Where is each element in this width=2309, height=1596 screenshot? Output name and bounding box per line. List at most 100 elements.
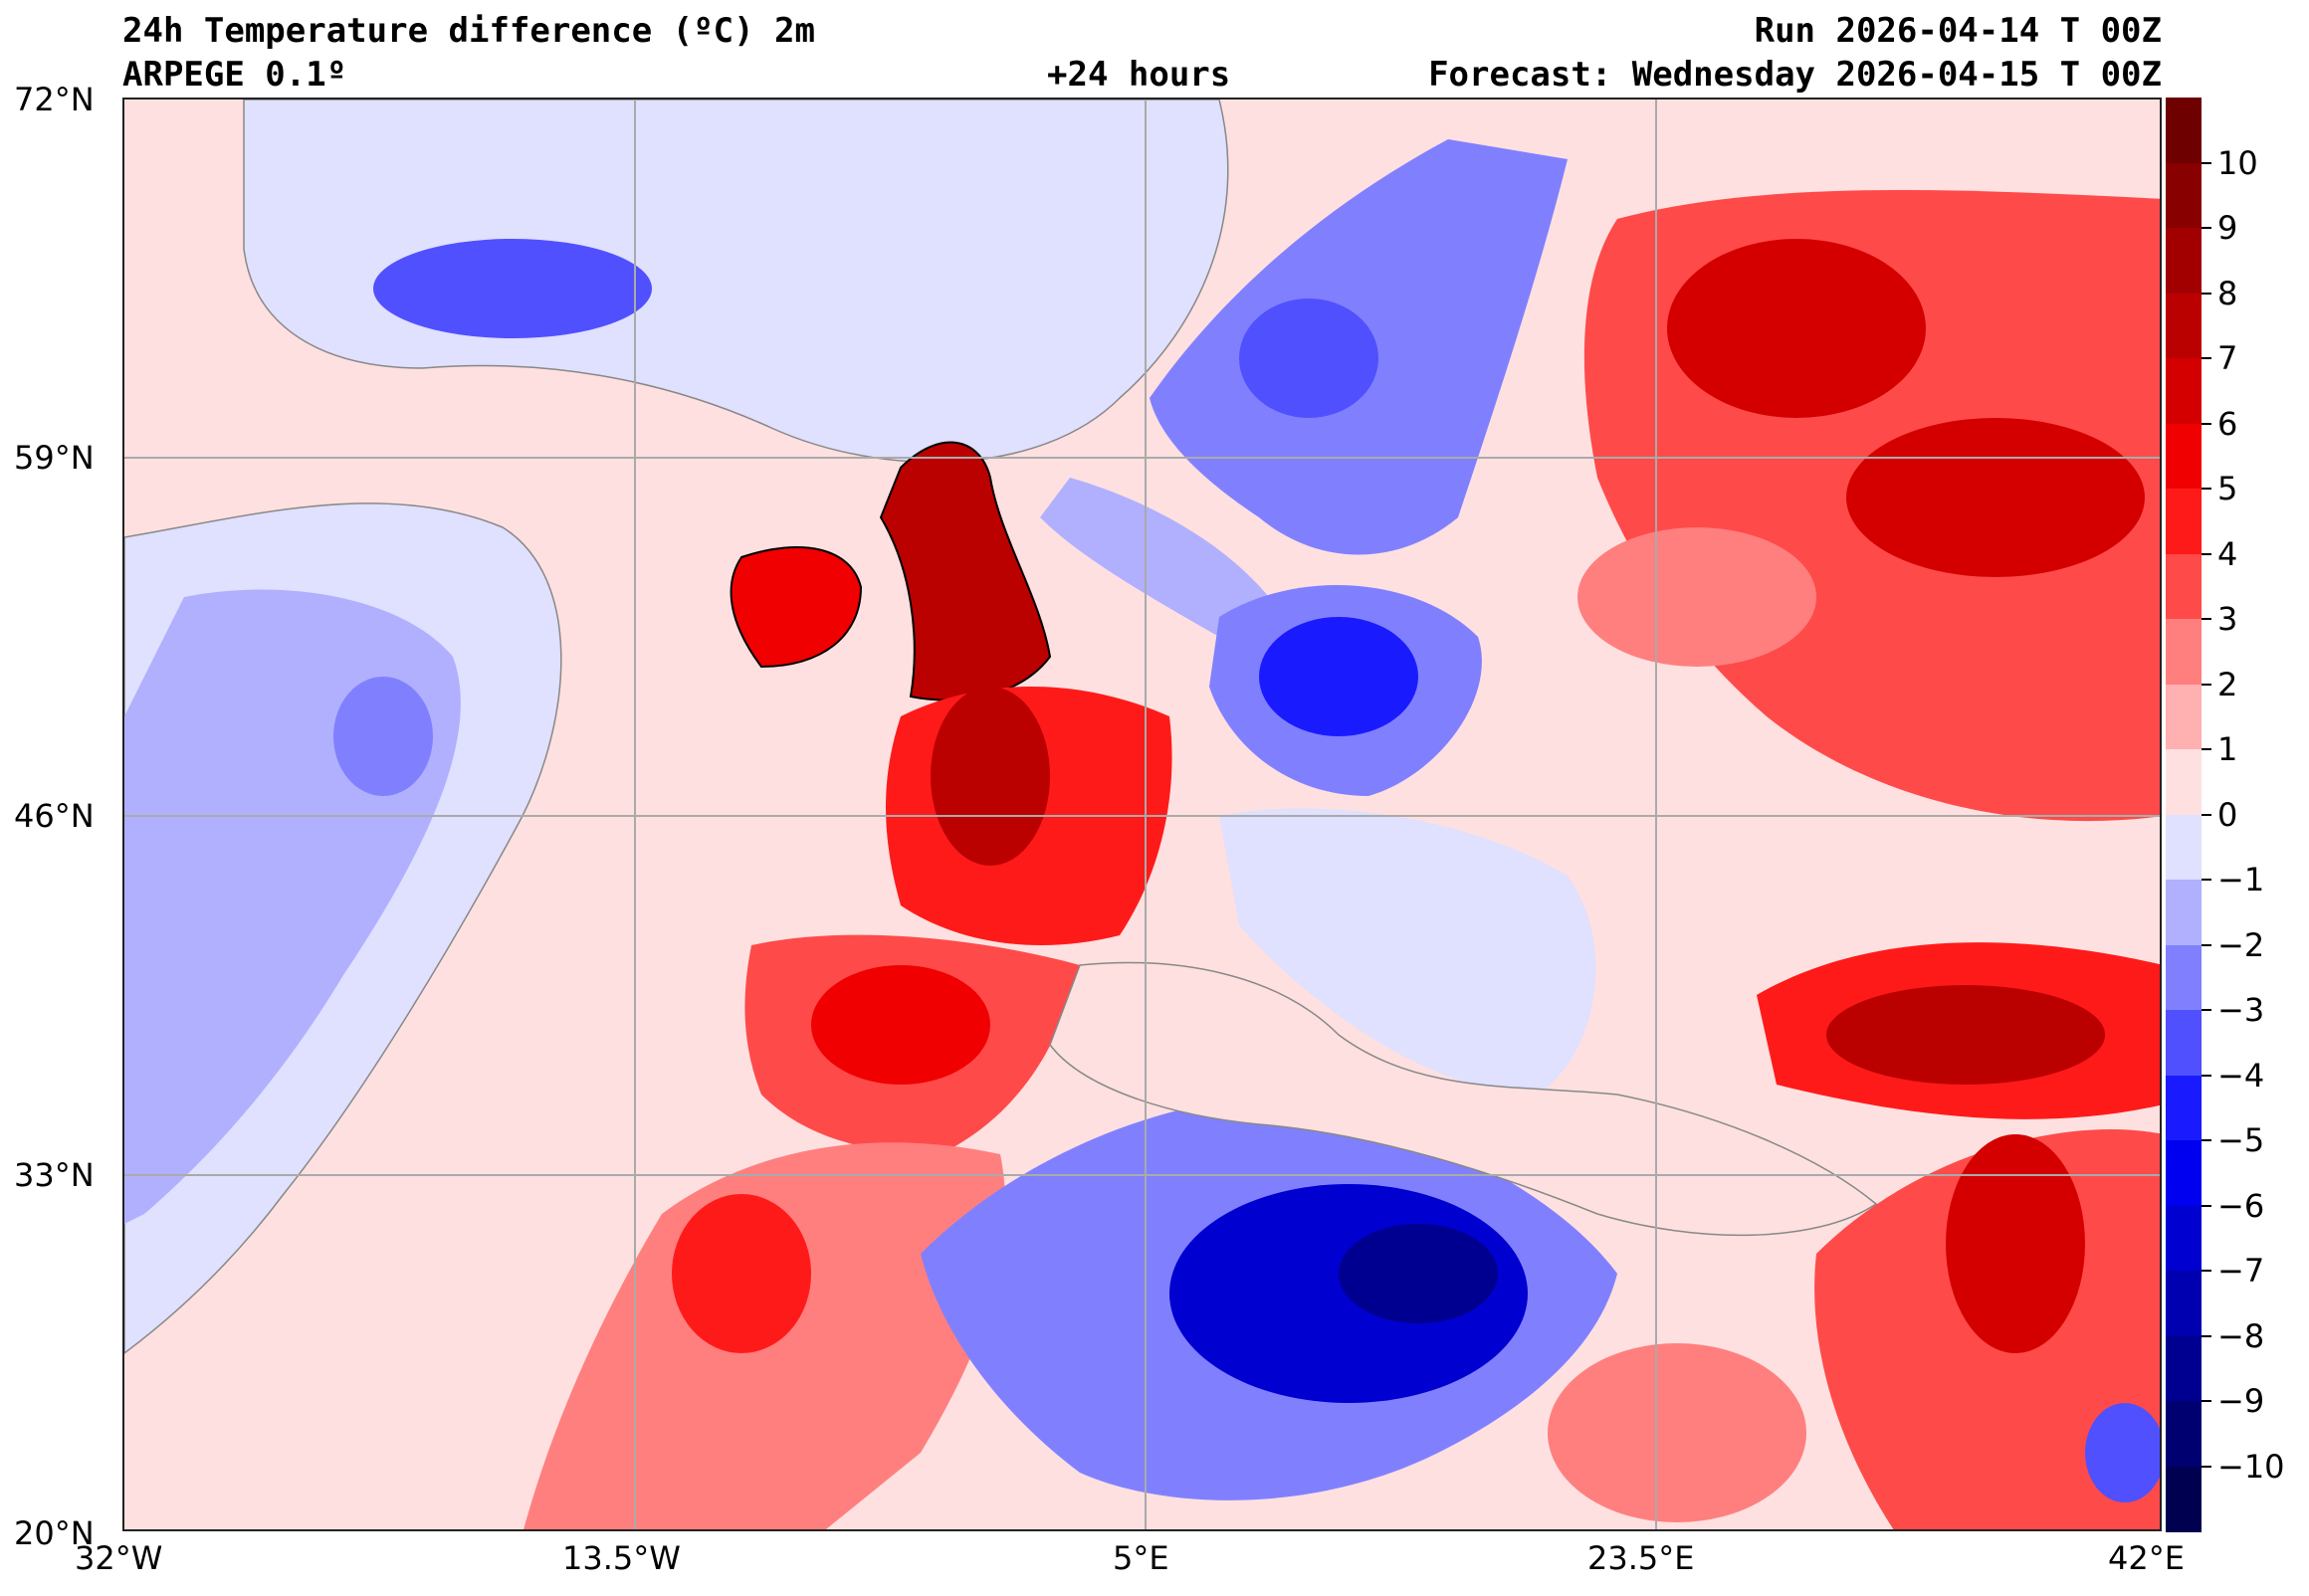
colorbar-label: 3 [2217, 600, 2238, 638]
colorbar-label: 9 [2217, 209, 2238, 247]
colorbar [2166, 98, 2202, 1532]
uk-warm-area [879, 441, 1052, 701]
lat-label: 33°N [14, 1156, 95, 1194]
lon-label: 42°E [2108, 1539, 2185, 1577]
temperature-map [122, 98, 2162, 1531]
colorbar-tick [2202, 1074, 2211, 1077]
colorbar-band [2166, 1335, 2202, 1402]
map-canvas [124, 100, 2160, 1529]
colorbar-band [2166, 1466, 2202, 1532]
colorbar-band [2166, 619, 2202, 685]
iberia-warm-core [811, 965, 990, 1085]
colorbar-band [2166, 423, 2202, 490]
forecast-label: Forecast: Wednesday 2026-04-15 T 00Z [1428, 55, 2162, 95]
lead-time-label: +24 hours [1047, 55, 1231, 95]
colorbar-tick [2202, 552, 2211, 555]
colorbar-band [2166, 98, 2202, 163]
colorbar-label: 6 [2217, 404, 2238, 443]
colorbar-band [2166, 814, 2202, 881]
libya-egypt-warm-area [1548, 1343, 1806, 1522]
colorbar-band [2166, 1401, 2202, 1467]
norwegian-sea-cool-area [243, 100, 1229, 464]
colorbar-label: 0 [2217, 795, 2238, 834]
colorbar-label: 7 [2217, 339, 2238, 377]
colorbar-label: −3 [2217, 991, 2265, 1029]
colorbar-tick [2202, 879, 2211, 881]
lat-label: 46°N [14, 797, 95, 835]
colorbar-tick [2202, 1139, 2211, 1141]
colorbar-label: −6 [2217, 1186, 2265, 1225]
colorbar-band [2166, 489, 2202, 554]
colorbar-tick [2202, 1009, 2211, 1011]
colorbar-label: −7 [2217, 1252, 2265, 1290]
colorbar-tick [2202, 422, 2211, 425]
colorbar-tick [2202, 1334, 2211, 1337]
colorbar-label: 2 [2217, 665, 2238, 703]
run-label: Run 2026-04-14 T 00Z [1754, 11, 2162, 51]
baltic-warm-area [1577, 527, 1816, 667]
colorbar-tick [2202, 1204, 2211, 1207]
colorbar-tick [2202, 357, 2211, 359]
colorbar-tick [2202, 1270, 2211, 1272]
model-label: ARPEGE 0.1º [122, 55, 347, 95]
colorbar-band [2166, 1205, 2202, 1272]
colorbar-tick [2202, 1400, 2211, 1402]
colorbar-band [2166, 880, 2202, 945]
north-sea-cool-area [1040, 478, 1269, 637]
colorbar-band [2166, 684, 2202, 750]
colorbar-tick [2202, 227, 2211, 229]
colorbar-label: 4 [2217, 534, 2238, 573]
lon-label: 23.5°E [1587, 1539, 1695, 1577]
chart-title: 24h Temperature difference (ºC) 2m [122, 11, 815, 51]
colorbar-label: −5 [2217, 1121, 2265, 1159]
finland-warm-core [1667, 239, 1926, 418]
colorbar-tick [2202, 161, 2211, 164]
lon-label: 13.5°W [562, 1539, 681, 1577]
colorbar-tick [2202, 943, 2211, 946]
colorbar-label: 10 [2217, 143, 2258, 182]
colorbar-tick [2202, 292, 2211, 295]
turkey-warm-core [1826, 985, 2105, 1085]
colorbar-tick [2202, 813, 2211, 816]
colorbar-tick [2202, 488, 2211, 490]
colorbar-tick [2202, 1465, 2211, 1468]
lon-label: 5°E [1113, 1539, 1169, 1577]
lat-label: 59°N [14, 439, 95, 477]
colorbar-band [2166, 1140, 2202, 1206]
colorbar-band [2166, 1075, 2202, 1141]
colorbar-label: −2 [2217, 925, 2265, 964]
mediterranean-area [1049, 961, 1878, 1237]
colorbar-band [2166, 162, 2202, 229]
sahara-cool-deep [1339, 1224, 1498, 1323]
belarus-warm-core [1846, 418, 2145, 577]
atlantic-cool-spot [333, 677, 433, 796]
morocco-warm-core [672, 1194, 811, 1353]
colorbar-label: −1 [2217, 861, 2265, 898]
colorbar-label: 8 [2217, 274, 2238, 312]
colorbar-band [2166, 358, 2202, 424]
colorbar-tick [2202, 683, 2211, 686]
red-sea-cool-spot [2085, 1403, 2160, 1502]
france-warm-core [931, 687, 1050, 866]
colorbar-tick [2202, 748, 2211, 750]
colorbar-band [2166, 228, 2202, 294]
colorbar-tick [2202, 618, 2211, 620]
colorbar-label: −8 [2217, 1316, 2265, 1355]
colorbar-band [2166, 1010, 2202, 1076]
colorbar-label: −9 [2217, 1382, 2265, 1420]
colorbar-band [2166, 293, 2202, 359]
ireland-warm-area [730, 546, 863, 669]
iceland-cool-area [373, 239, 652, 338]
colorbar-band [2166, 944, 2202, 1011]
lon-label: 32°W [75, 1539, 163, 1577]
colorbar-band [2166, 1271, 2202, 1336]
balkans-cool-area [1219, 808, 1596, 1095]
scandinavia-cool-core [1239, 299, 1378, 418]
colorbar-band [2166, 553, 2202, 620]
colorbar-label: −10 [2217, 1447, 2285, 1486]
lat-label: 20°N [14, 1514, 95, 1552]
central-europe-cool-core [1259, 617, 1418, 736]
colorbar-label: −4 [2217, 1056, 2265, 1095]
graticule [124, 100, 2160, 1529]
lat-label: 72°N [14, 81, 95, 118]
